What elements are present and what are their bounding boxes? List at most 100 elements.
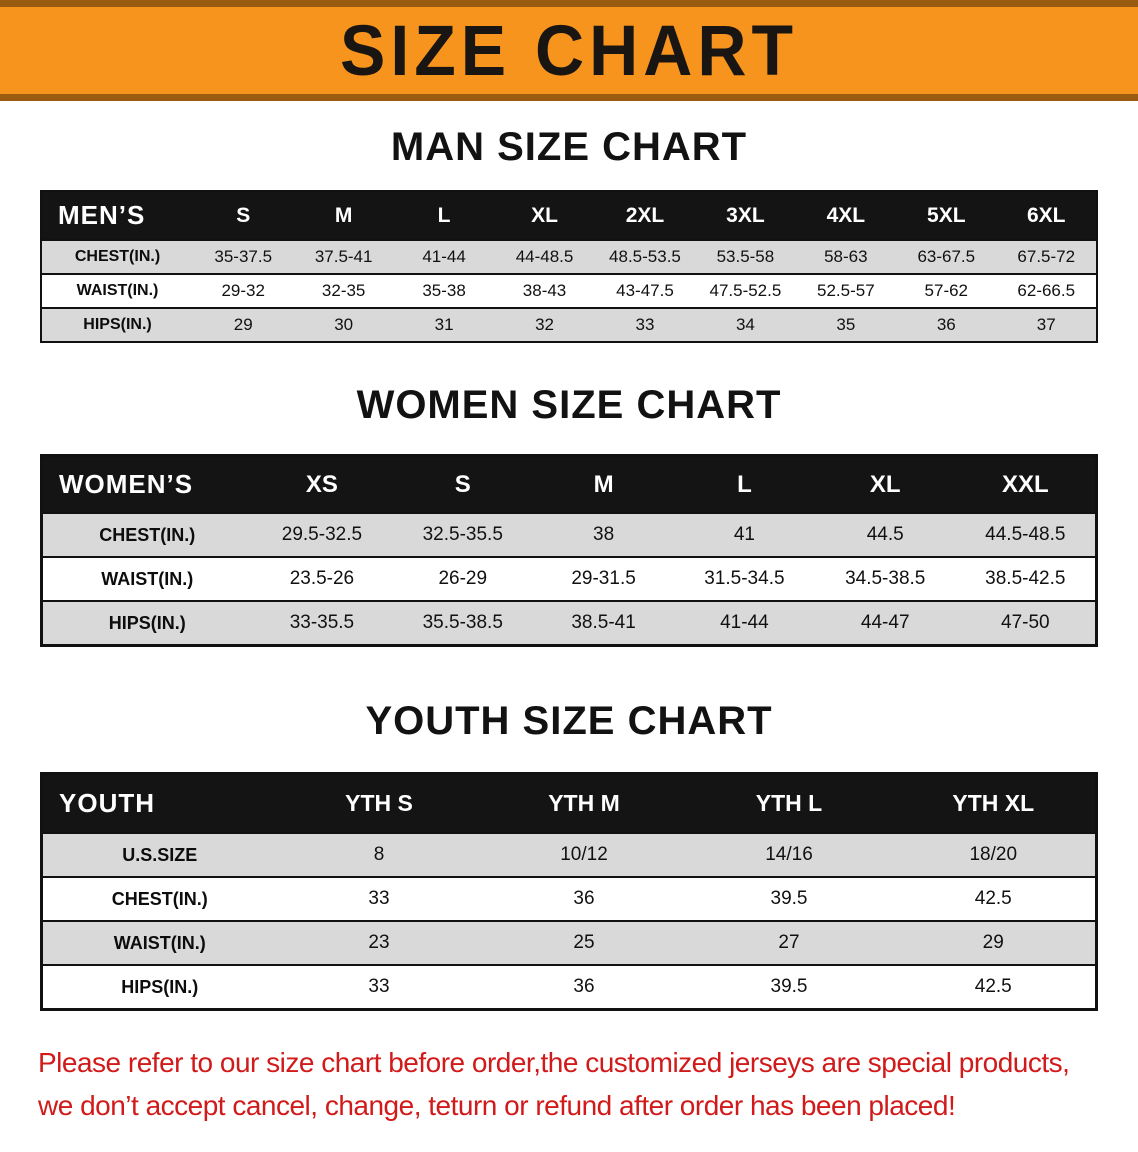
women-size-chart-heading: WOMEN SIZE CHART [356,383,782,427]
value-cell: 34 [695,307,796,342]
value-cell: 23.5-26 [251,556,393,601]
size-column-header: 2XL [625,203,665,227]
value-cell: 47-50 [955,600,1097,646]
value-cell: 37 [996,307,1097,342]
table-row: WAIST(IN.) 23 25 27 29 [41,920,1097,965]
value-cell: 38.5-41 [533,600,674,646]
size-column-header: M [593,470,614,498]
value-cell: 67.5-72 [996,239,1097,274]
value-cell: 52.5-57 [795,273,897,308]
size-column-header: S [236,203,251,227]
value-cell: 44-48.5 [494,239,595,274]
table-row: CHEST(IN.) 35-37.5 37.5-41 41-44 44-48.5 48.5… [41,239,1097,274]
size-column-header: YTH L [755,790,823,816]
value-cell: 18/20 [891,832,1097,877]
value-cell: 32 [494,307,595,342]
size-column-header: M [334,203,353,227]
value-cell: 33 [276,964,482,1010]
table-title-cell: MEN’S [58,200,146,230]
value-cell: 47.5-52.5 [695,273,796,308]
value-cell: 48.5-53.5 [594,239,696,274]
value-cell: 29 [193,307,294,342]
value-cell: 39.5 [686,876,892,921]
value-cell: 33 [594,307,696,342]
row-label-cell: HIPS(IN.) [41,307,193,342]
table-row: CHEST(IN.) 29.5-32.5 32.5-35.5 38 41 44.5 44.5… [41,512,1097,557]
value-cell: 35-37.5 [193,239,294,274]
value-cell: 41-44 [393,239,495,274]
row-label-cell: HIPS(IN.) [41,964,277,1010]
value-cell: 42.5 [891,876,1097,921]
row-label-cell: CHEST(IN.) [41,512,252,557]
size-column-header: 6XL [1026,203,1066,227]
header-row: WOMEN’S XS S M L XL XXL [41,455,1097,513]
value-cell: 43-47.5 [594,273,696,308]
men-size-chart-heading: MAN SIZE CHART [390,125,748,169]
value-cell: 41 [673,512,815,557]
value-cell: 35-38 [393,273,495,308]
table-title-cell: YOUTH [59,788,155,818]
row-label-cell: CHEST(IN.) [41,876,277,921]
row-label-cell: WAIST(IN.) [41,556,252,601]
value-cell: 29.5-32.5 [251,512,393,557]
value-cell: 29-32 [193,273,294,308]
table-row: HIPS(IN.) 33-35.5 35.5-38.5 38.5-41 41-44 44-… [41,600,1097,646]
value-cell: 14/16 [686,832,892,877]
value-cell: 62-66.5 [996,273,1097,308]
size-column-header: YTH S [345,790,413,816]
value-cell: 23 [276,920,482,965]
value-cell: 35 [795,307,897,342]
row-label-cell: WAIST(IN.) [41,920,277,965]
value-cell: 42.5 [891,964,1097,1010]
men-size-table: MEN’S S M L XL 2XL 3XL 4XL 5XL 6XL CHEST(IN.) 35-37… [40,190,1098,343]
value-cell: 30 [293,307,394,342]
banner: SIZE CHART [0,0,1138,101]
value-cell: 29-31.5 [533,556,674,601]
value-cell: 53.5-58 [695,239,796,274]
row-label-cell: U.S.SIZE [41,832,277,877]
value-cell: 38-43 [494,273,595,308]
size-column-header: S [454,470,471,498]
value-cell: 36 [481,964,687,1010]
value-cell: 36 [481,876,687,921]
header-row: YOUTH YTH S YTH M YTH L YTH XL [41,773,1097,833]
row-label-cell: HIPS(IN.) [41,600,252,646]
value-cell: 58-63 [795,239,897,274]
disclaimer-line-1: Please refer to our size chart before or… [38,1047,1070,1078]
value-cell: 44-47 [814,600,956,646]
youth-size-table: YOUTH YTH S YTH M YTH L YTH XL U.S.SIZE 8 10/12… [40,772,1098,1011]
value-cell: 25 [481,920,687,965]
value-cell: 29 [891,920,1097,965]
row-label-cell: CHEST(IN.) [41,239,193,274]
disclaimer: Please refer to our size chart before or… [0,1041,1138,1152]
size-column-header: YTH XL [952,790,1035,816]
women-section: WOMEN SIZE CHART WOMEN’S XS S M L XL XXL CHEST(… [0,383,1138,647]
size-column-header: 4XL [826,203,866,227]
value-cell: 63-67.5 [896,239,997,274]
value-cell: 41-44 [673,600,815,646]
size-column-header: 3XL [726,203,765,227]
men-section: MAN SIZE CHART MEN’S S M L XL 2XL 3XL 4XL 5XL 6XL… [0,125,1138,343]
table-title-cell: WOMEN’S [59,469,194,499]
row-label-cell: WAIST(IN.) [41,273,193,308]
value-cell: 35.5-38.5 [392,600,534,646]
value-cell: 34.5-38.5 [814,556,956,601]
value-cell: 26-29 [392,556,534,601]
size-column-header: L [737,470,752,498]
value-cell: 33-35.5 [251,600,393,646]
women-size-table: WOMEN’S XS S M L XL XXL CHEST(IN.) 29.5-32.5 32.5… [40,454,1098,647]
youth-size-chart-heading: YOUTH SIZE CHART [365,699,773,743]
youth-section: YOUTH SIZE CHART YOUTH YTH S YTH M YTH L YTH… [0,699,1138,1011]
size-column-header: YTH M [548,790,620,816]
value-cell: 10/12 [481,832,687,877]
value-cell: 38 [533,512,674,557]
value-cell: 36 [896,307,997,342]
value-cell: 32.5-35.5 [392,512,534,557]
size-column-header: 5XL [927,203,966,227]
table-row: HIPS(IN.) 29 30 31 32 33 34 35 36 37 [41,307,1097,342]
value-cell: 57-62 [896,273,997,308]
size-column-header: XL [869,470,901,498]
table-row: HIPS(IN.) 33 36 39.5 42.5 [41,964,1097,1010]
value-cell: 44.5 [814,512,956,557]
